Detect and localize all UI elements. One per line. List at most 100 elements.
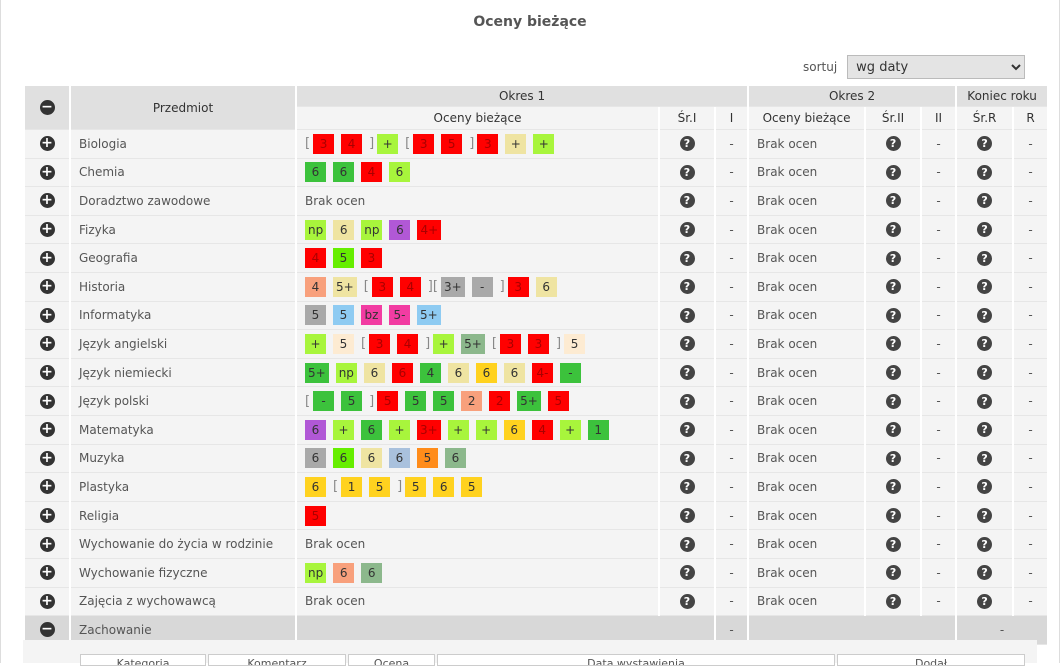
grade-badge[interactable]: 4- [531, 362, 553, 383]
grade-badge[interactable]: 6 [333, 448, 354, 469]
grade-badge[interactable]: 6 [361, 562, 383, 583]
expand-row-button[interactable]: + [25, 530, 69, 559]
grade-badge[interactable]: 5 [305, 505, 326, 526]
expand-row-button[interactable]: + [25, 215, 69, 245]
question-icon[interactable]: ? [977, 565, 993, 581]
question-icon[interactable]: ? [885, 508, 901, 524]
expand-row-button[interactable]: + [25, 587, 69, 617]
question-icon[interactable]: ? [977, 307, 993, 323]
question-icon[interactable]: ? [679, 193, 695, 209]
grade-badge[interactable]: 4 [419, 362, 441, 383]
collapse-behavior-button[interactable]: − [25, 616, 69, 645]
question-icon[interactable]: ? [679, 393, 695, 409]
question-icon[interactable]: ? [885, 422, 901, 438]
question-icon[interactable]: ? [885, 336, 901, 352]
grade-badge[interactable]: 4 [361, 162, 382, 183]
question-icon[interactable]: ? [885, 565, 901, 581]
question-icon[interactable]: ? [679, 250, 695, 266]
grade-badge[interactable]: 6 [333, 562, 355, 583]
question-icon[interactable]: ? [679, 508, 695, 524]
question-icon[interactable]: ? [679, 365, 695, 381]
grade-badge[interactable]: 5 [441, 133, 463, 154]
grade-badge[interactable]: 6 [305, 419, 326, 440]
question-icon[interactable]: ? [977, 536, 993, 552]
grade-badge[interactable]: 6 [433, 476, 455, 497]
question-icon[interactable]: ? [977, 393, 993, 409]
expand-row-button[interactable]: + [25, 330, 69, 359]
question-icon[interactable]: ? [885, 164, 901, 180]
grade-badge[interactable]: 5 [461, 476, 483, 497]
grade-badge[interactable]: 3 [499, 333, 521, 354]
grade-badge[interactable]: np [361, 219, 383, 240]
grade-badge[interactable]: 3 [527, 333, 549, 354]
question-icon[interactable]: ? [977, 250, 993, 266]
question-icon[interactable]: ? [885, 136, 901, 152]
grade-badge[interactable]: 6 [535, 276, 557, 297]
grade-badge[interactable]: 5+ [333, 276, 357, 297]
question-icon[interactable]: ? [679, 164, 695, 180]
grade-badge[interactable]: 6 [389, 219, 411, 240]
grade-badge[interactable]: + [377, 133, 399, 154]
question-icon[interactable]: ? [679, 422, 695, 438]
question-icon[interactable]: ? [885, 365, 901, 381]
question-icon[interactable]: ? [885, 479, 901, 495]
grade-badge[interactable]: 3 [413, 133, 435, 154]
grade-badge[interactable]: 6 [475, 362, 497, 383]
expand-row-button[interactable]: + [25, 244, 69, 273]
grade-badge[interactable]: + [389, 419, 410, 440]
grade-badge[interactable]: + [305, 333, 326, 354]
grade-badge[interactable]: 5 [377, 391, 399, 412]
grade-badge[interactable]: 5 [417, 448, 438, 469]
grade-badge[interactable]: 6 [447, 362, 469, 383]
question-icon[interactable]: ? [679, 136, 695, 152]
grade-badge[interactable]: 6 [503, 362, 525, 383]
grade-badge[interactable]: 5+ [517, 391, 541, 412]
grade-badge[interactable]: np [305, 562, 327, 583]
grade-badge[interactable]: 5+ [305, 362, 329, 383]
expand-row-button[interactable]: + [25, 187, 69, 216]
expand-row-button[interactable]: + [25, 272, 69, 302]
question-icon[interactable]: ? [885, 193, 901, 209]
grade-badge[interactable]: 1 [341, 476, 363, 497]
grade-badge[interactable]: 6 [503, 419, 525, 440]
question-icon[interactable]: ? [679, 565, 695, 581]
question-icon[interactable]: ? [977, 450, 993, 466]
question-icon[interactable]: ? [885, 307, 901, 323]
question-icon[interactable]: ? [885, 250, 901, 266]
collapse-all-button[interactable]: − [25, 86, 69, 130]
question-icon[interactable]: ? [977, 422, 993, 438]
grade-badge[interactable]: 4+ [417, 219, 442, 240]
grade-badge[interactable]: 6 [361, 419, 382, 440]
grade-badge[interactable]: + [533, 133, 555, 154]
question-icon[interactable]: ? [679, 222, 695, 238]
question-icon[interactable]: ? [977, 136, 993, 152]
grade-badge[interactable]: - [313, 391, 335, 412]
grade-badge[interactable]: 6 [361, 448, 382, 469]
grade-badge[interactable]: np [305, 219, 327, 240]
grade-badge[interactable]: 5 [305, 305, 326, 326]
grade-badge[interactable]: 6 [333, 162, 354, 183]
grade-badge[interactable]: + [505, 133, 527, 154]
grade-badge[interactable]: 3 [313, 133, 335, 154]
grade-badge[interactable]: 3+ [440, 276, 465, 297]
question-icon[interactable]: ? [679, 279, 695, 295]
expand-row-button[interactable]: + [25, 387, 69, 416]
expand-row-button[interactable]: + [25, 473, 69, 502]
question-icon[interactable]: ? [679, 536, 695, 552]
question-icon[interactable]: ? [885, 593, 901, 609]
grade-badge[interactable]: 5 [564, 333, 586, 354]
grade-badge[interactable]: 4 [397, 333, 419, 354]
sort-select[interactable]: wg daty [847, 55, 1026, 79]
grade-badge[interactable]: 4 [305, 276, 326, 297]
grade-badge[interactable]: 3 [507, 276, 529, 297]
grade-badge[interactable]: 6 [305, 448, 326, 469]
question-icon[interactable]: ? [885, 450, 901, 466]
grade-badge[interactable]: 5 [433, 391, 455, 412]
grade-badge[interactable]: 3 [477, 133, 499, 154]
grade-badge[interactable]: 4 [341, 133, 363, 154]
expand-row-button[interactable]: + [25, 415, 69, 445]
grade-badge[interactable]: 5 [341, 391, 363, 412]
question-icon[interactable]: ? [977, 193, 993, 209]
question-icon[interactable]: ? [977, 593, 993, 609]
question-icon[interactable]: ? [885, 279, 901, 295]
